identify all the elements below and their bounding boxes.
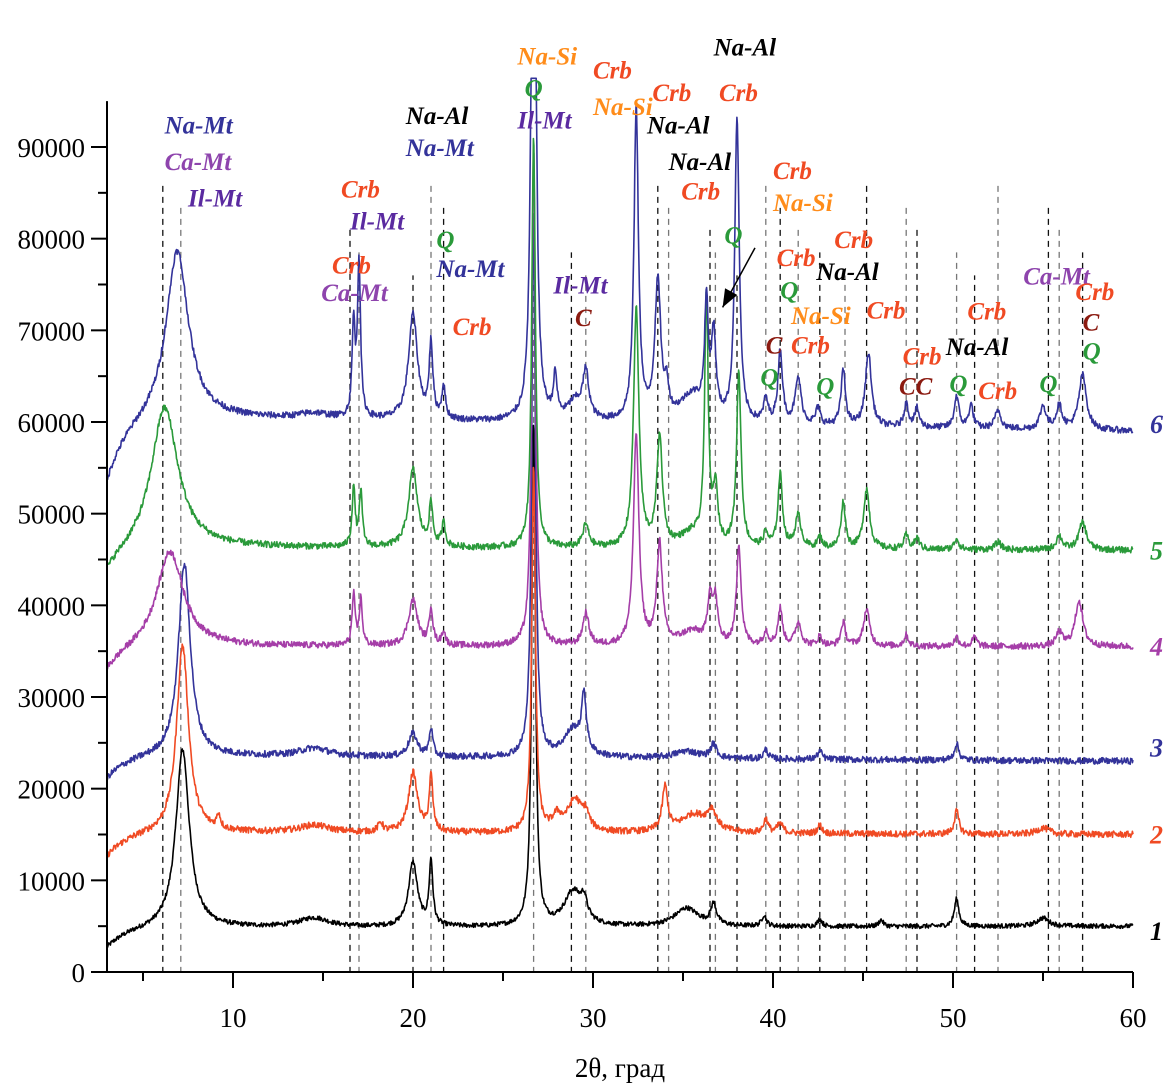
phase-annotation: Crb	[1075, 279, 1114, 306]
series-label-5: 5	[1150, 536, 1163, 565]
phase-annotation: Na-Mt	[435, 256, 505, 283]
phase-annotation: Na-Si	[592, 94, 653, 121]
y-tick-label: 60000	[18, 408, 86, 438]
series-label-2: 2	[1149, 821, 1163, 850]
phase-annotation: Na-Si	[790, 303, 851, 330]
phase-annotation: Crb	[773, 158, 812, 185]
x-tick-label: 60	[1120, 1003, 1147, 1033]
series-3-line	[106, 213, 1134, 780]
phase-annotation: Na-Si	[772, 190, 833, 217]
x-tick-label: 40	[760, 1003, 787, 1033]
phase-annotation: Crb	[681, 178, 720, 205]
reference-lines	[162, 183, 1084, 973]
x-tick-label: 20	[400, 1003, 427, 1033]
phase-annotation: Q	[525, 76, 543, 103]
y-tick-label: 20000	[18, 775, 86, 805]
arrow-head-icon	[722, 288, 738, 308]
series-6-line	[106, 77, 1134, 481]
series-labels: 1 2 3 4 5 6	[1149, 410, 1163, 946]
phase-annotation: Q	[1039, 371, 1057, 398]
phase-annotation: Crb	[777, 245, 816, 272]
phase-annotation: Crb	[791, 332, 830, 359]
phase-annotation: Crb	[593, 57, 632, 84]
phase-annotation: Q	[724, 222, 742, 249]
phase-annotation: Na-Al	[713, 34, 777, 61]
phase-annotation: Crb	[867, 297, 906, 324]
series-1-line	[106, 424, 1134, 949]
phase-annotation: Il-Mt	[187, 186, 243, 213]
series-label-1: 1	[1150, 917, 1163, 946]
y-tick-label: 70000	[18, 316, 86, 346]
phase-annotation: Q	[436, 227, 454, 254]
phase-annotation: Ca-Mt	[1023, 264, 1091, 291]
axes: 0 10000 20000 30000 40000 50000 60000 70000 8000…	[18, 101, 1147, 1033]
phase-annotation: Crb	[453, 314, 492, 341]
phase-annotation: Q	[816, 374, 834, 401]
phase-annotation: Q	[949, 371, 967, 398]
phase-annotation: Na-Al	[646, 112, 710, 139]
x-tick-label: 30	[580, 1003, 607, 1033]
phase-annotation: Crb	[652, 80, 691, 107]
phase-annotation: Na-Mt	[164, 112, 234, 139]
y-tick-label: 50000	[18, 500, 86, 530]
series-5-line	[106, 137, 1134, 567]
phase-annotation: Na-Si	[516, 44, 577, 71]
phase-annotation: Crb	[978, 378, 1017, 405]
phase-annotation: Il-Mt	[349, 209, 405, 236]
phase-annotation: Crb	[332, 253, 371, 280]
x-tick-label: 50	[940, 1003, 967, 1033]
y-tick-label: 30000	[18, 683, 86, 713]
phase-annotation: Il-Mt	[552, 273, 608, 300]
phase-annotation: Crb	[341, 176, 380, 203]
phase-annotation: Il-Mt	[516, 108, 572, 135]
phase-annotation: Crb	[719, 80, 758, 107]
phase-annotation: CC	[899, 374, 933, 401]
phase-annotation: Na-Al	[668, 149, 732, 176]
phase-annotation: C	[766, 332, 783, 359]
series-4-line	[106, 149, 1134, 671]
phase-annotation: Na-Mt	[405, 135, 475, 162]
traces	[106, 77, 1134, 949]
y-tick-label: 0	[72, 958, 86, 988]
phase-annotation: Q	[760, 364, 778, 391]
phase-annotation: Na-Al	[945, 334, 1009, 361]
series-label-3: 3	[1149, 733, 1163, 762]
series-label-6: 6	[1150, 410, 1163, 439]
y-tick-label: 10000	[18, 866, 86, 896]
phase-annotation: Na-Al	[815, 259, 879, 286]
phase-annotation: Q	[1083, 339, 1101, 366]
phase-annotation: Crb	[834, 227, 873, 254]
phase-annotation: Q	[780, 277, 798, 304]
phase-annotation: Ca-Mt	[321, 280, 389, 307]
y-tick-label: 90000	[18, 133, 86, 163]
phase-annotation: Crb	[903, 343, 942, 370]
phase-annotation: Ca-Mt	[165, 149, 233, 176]
y-tick-label: 40000	[18, 591, 86, 621]
x-axis-title: 2θ, град	[575, 1053, 665, 1083]
x-tick-label: 10	[220, 1003, 247, 1033]
series-2-line	[106, 466, 1134, 858]
y-tick-label: 80000	[18, 225, 86, 255]
phase-annotation: Na-Al	[405, 103, 469, 130]
phase-annotation: Crb	[967, 298, 1006, 325]
series-label-4: 4	[1149, 633, 1163, 662]
phase-annotation: C	[575, 305, 592, 332]
phase-annotation: C	[1083, 309, 1100, 336]
